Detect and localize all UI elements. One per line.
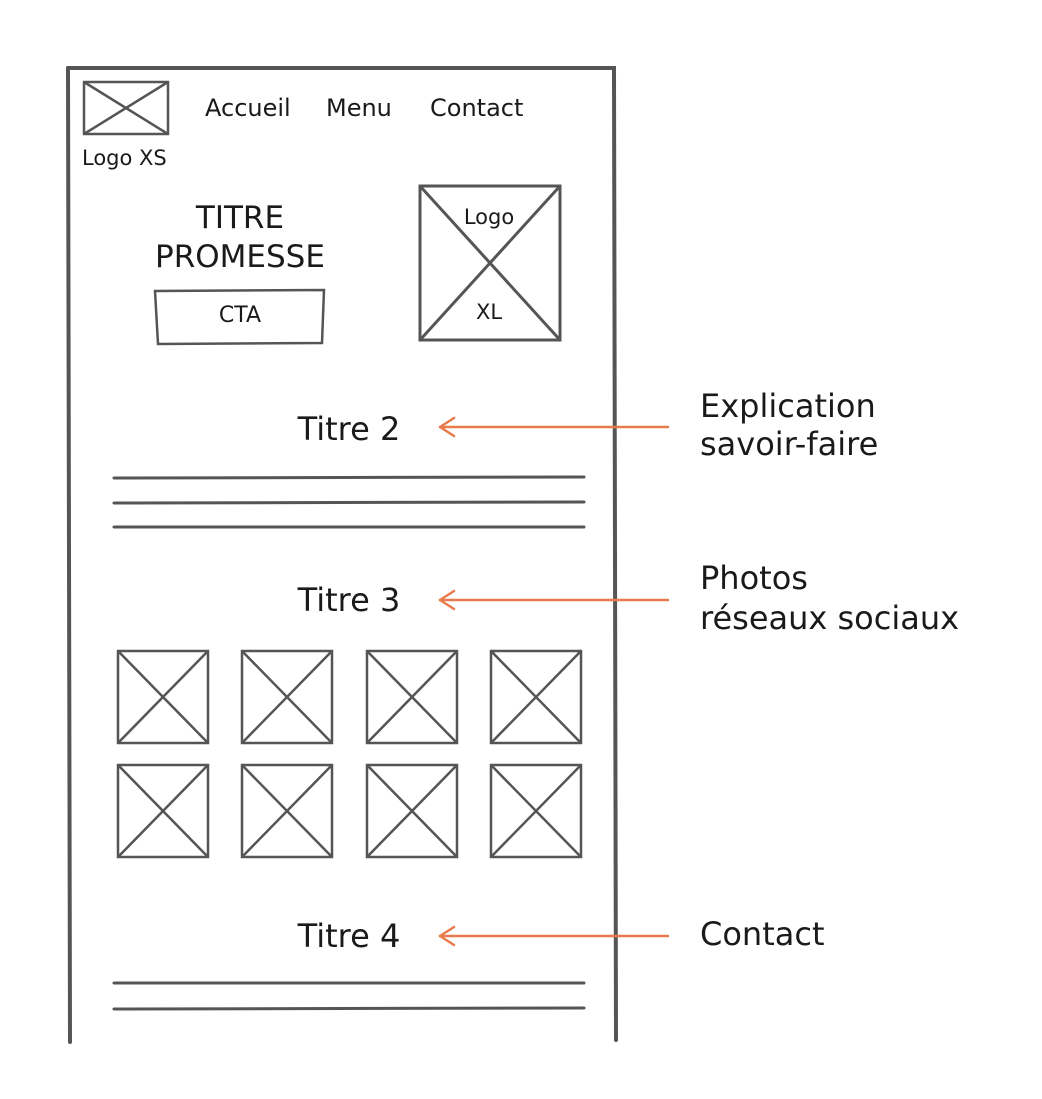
nav-item-menu: Menu	[326, 94, 392, 122]
section-title-4: Titre 4	[297, 917, 401, 955]
photo-placeholder-2	[240, 649, 334, 745]
arrow-section-2	[438, 416, 670, 438]
annotation-section-2-line-2: savoir-faire	[700, 425, 879, 463]
photo-placeholder-1	[116, 649, 210, 745]
photo-placeholder-7	[365, 763, 459, 859]
photo-placeholder-3	[365, 649, 459, 745]
page-frame	[66, 66, 618, 1044]
logo-xl-placeholder	[418, 184, 562, 342]
text-lines-section-4	[112, 981, 586, 1011]
annotation-section-3-line-1: Photos	[700, 559, 808, 597]
logo-xs-placeholder	[82, 80, 170, 136]
section-title-3: Titre 3	[297, 581, 401, 619]
hero-title-line-1: TITRE	[195, 200, 285, 236]
cta-button-shape	[153, 288, 326, 346]
annotation-section-2-line-1: Explication	[700, 387, 876, 425]
logo-xl-label-1: Logo	[463, 205, 515, 229]
hero-title-line-2: PROMESSE	[155, 239, 325, 275]
photo-placeholder-6	[240, 763, 334, 859]
text-lines-section-2	[112, 475, 586, 529]
annotation-arrows	[438, 416, 670, 947]
photo-placeholder-8	[489, 763, 583, 859]
cta-button-label: CTA	[218, 303, 262, 328]
photo-placeholder-4	[489, 649, 583, 745]
annotation-section-4-line-1: Contact	[700, 915, 825, 953]
arrow-section-4	[438, 925, 670, 947]
annotation-section-3-line-2: réseaux sociaux	[700, 599, 960, 637]
arrow-section-3	[438, 589, 670, 611]
nav-item-contact: Contact	[430, 94, 524, 122]
logo-xl-label-2: XL	[475, 300, 503, 324]
photo-placeholder-5	[116, 763, 210, 859]
section-title-2: Titre 2	[297, 410, 401, 448]
photo-grid	[116, 649, 583, 859]
logo-xs-label: Logo XS	[82, 146, 167, 170]
nav-item-accueil: Accueil	[205, 94, 291, 122]
